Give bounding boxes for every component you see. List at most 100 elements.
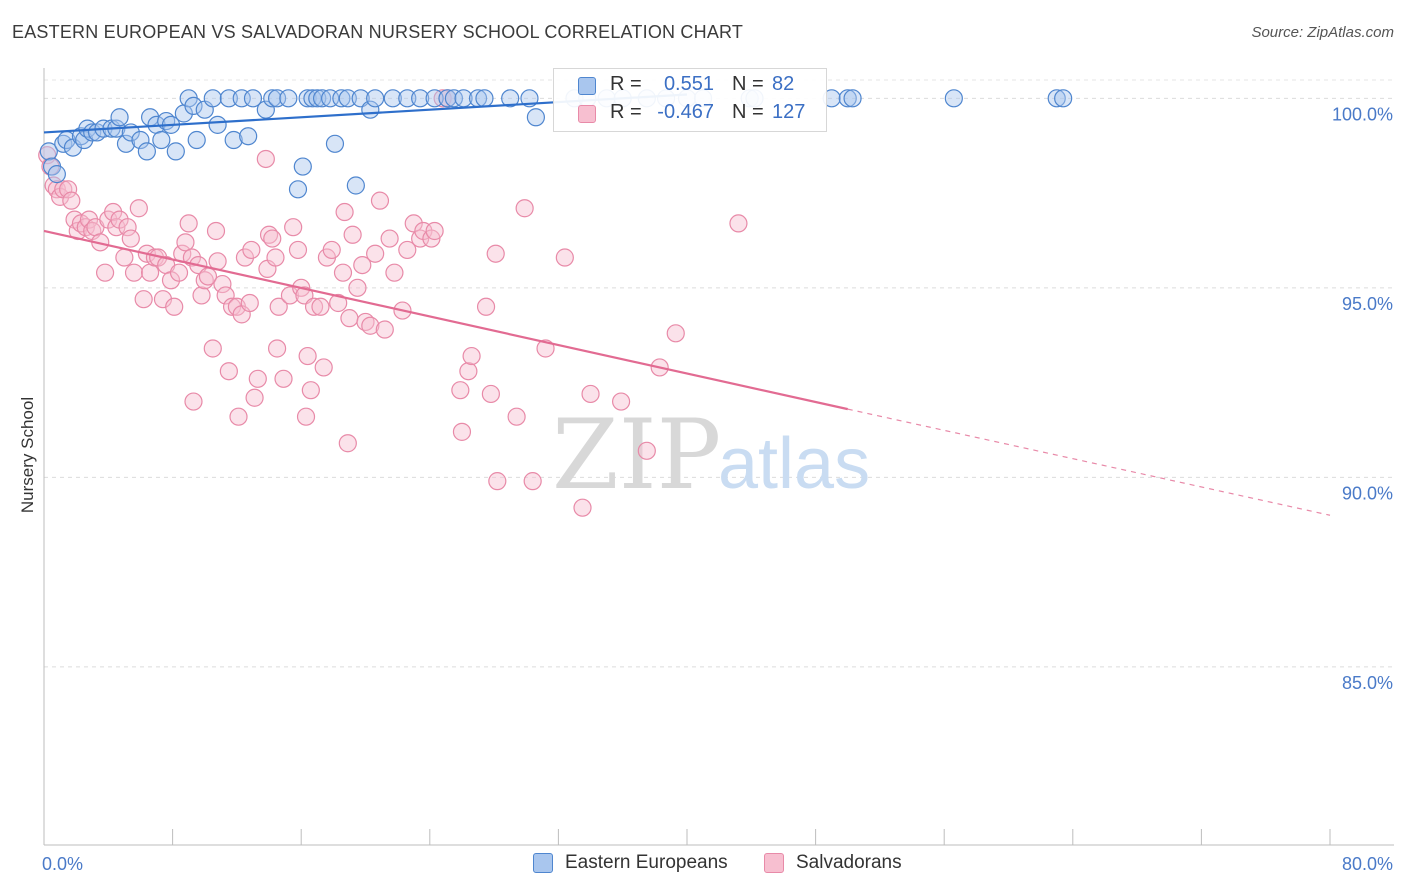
salvadoran-point <box>398 240 417 260</box>
eastern-point <box>411 89 430 108</box>
salvadoran-point <box>263 229 282 248</box>
salvadoran-point <box>229 407 248 426</box>
eastern-point <box>501 89 520 108</box>
salvadoran-point <box>380 229 399 248</box>
salvadoran-point <box>481 384 500 404</box>
eastern-point <box>187 130 206 150</box>
salvadoran-point <box>452 422 472 441</box>
eastern-point <box>293 157 312 176</box>
gridlines <box>44 79 1394 668</box>
salvadoran-point <box>404 214 423 233</box>
eastern-point <box>398 89 417 108</box>
salvadoran-point <box>476 297 496 316</box>
salvadoran-point <box>235 248 255 267</box>
salvadoran-point <box>729 214 748 233</box>
salvadoran-point <box>169 263 189 282</box>
salvadoran-point <box>459 362 478 381</box>
salvadoran-point <box>129 199 148 218</box>
eastern-point <box>152 130 171 150</box>
eastern-point <box>944 89 963 108</box>
salvadoran-point <box>179 214 198 233</box>
salvadoran-trend-extension <box>847 408 1331 516</box>
eastern-point <box>303 89 322 108</box>
eastern-point <box>1047 89 1066 108</box>
eastern-point <box>243 89 263 108</box>
eastern-swatch <box>578 77 596 95</box>
salvadoran-point <box>338 434 357 453</box>
salvadoran-point <box>206 221 226 241</box>
salvadoran-point <box>353 255 372 275</box>
n-label: N = <box>732 73 764 95</box>
salvadoran-point <box>216 286 235 305</box>
salvadoran-point <box>298 346 317 366</box>
n-label: N = <box>732 101 764 123</box>
eastern-point <box>166 142 185 161</box>
eastern-point <box>208 115 227 134</box>
eastern-point <box>298 89 317 108</box>
salvadoran-point <box>581 384 600 404</box>
eastern-point <box>224 130 243 150</box>
salvadoran-point <box>314 358 333 377</box>
eastern-point <box>332 89 351 108</box>
salvadoran-point <box>284 218 303 237</box>
salvadoran-point <box>95 263 115 282</box>
eastern-point <box>116 134 136 153</box>
eastern-point <box>39 142 58 161</box>
eastern-point <box>137 142 156 161</box>
salvadoran-point <box>335 202 354 222</box>
salvadoran-point <box>370 191 390 210</box>
eastern-point <box>203 89 222 108</box>
salvadoran-point <box>523 472 542 491</box>
eastern-point <box>263 89 282 108</box>
eastern-point <box>366 89 385 108</box>
salvadoran-point <box>245 388 264 407</box>
salvadoran-point <box>248 369 267 388</box>
salvadoran-point <box>288 240 308 260</box>
stats-box: R = 0.551 N = 82 R = -0.467 N = 127 <box>553 68 827 132</box>
r-value: -0.467 <box>657 101 714 123</box>
legend-swatch-salvadoran <box>764 853 784 873</box>
r-value: 0.551 <box>663 73 714 95</box>
salvadoran-point <box>222 297 242 316</box>
r-label: R = <box>610 101 642 123</box>
eastern-point <box>346 176 365 195</box>
salvadoran-point <box>462 346 481 366</box>
salvadoran-point <box>333 263 353 282</box>
legend-item-eastern[interactable]: Eastern Europeans <box>533 852 743 876</box>
salvadoran-point <box>274 369 293 388</box>
chart-title: EASTERN EUROPEAN VS SALVADORAN NURSERY S… <box>12 22 744 42</box>
y-tick-label: 95.0% <box>1342 294 1393 314</box>
r-label: R = <box>610 73 642 95</box>
eastern-point <box>383 89 402 108</box>
salvadoran-point <box>385 263 404 282</box>
eastern-point <box>475 89 494 108</box>
eastern-point <box>83 123 102 142</box>
salvadoran-point <box>104 202 123 222</box>
salvadoran-point <box>343 225 362 244</box>
salvadoran-point <box>515 199 534 218</box>
salvadoran-point <box>329 293 348 313</box>
salvadoran-point <box>311 297 330 316</box>
legend-label-salvadoran: Salvadorans <box>796 852 902 873</box>
salvadoran-point <box>118 218 137 237</box>
x-tick-label: 80.0% <box>1342 854 1393 874</box>
eastern-point <box>338 89 357 108</box>
salvadoran-point <box>666 324 685 343</box>
eastern-point <box>219 89 238 108</box>
salvadoran-point <box>296 407 316 426</box>
salvadoran-point <box>488 472 507 491</box>
x-tick-label: 0.0% <box>42 854 83 874</box>
salvadoran-point <box>165 297 184 316</box>
eastern-point <box>1054 89 1073 108</box>
salvadoran-point <box>322 240 341 260</box>
salvadoran-point <box>213 274 232 294</box>
salvadoran-point <box>348 278 367 297</box>
salvadoran-point <box>124 263 144 282</box>
n-value: 82 <box>772 73 795 95</box>
tick-labels: 100.0% 95.0% 90.0% 85.0% 0.0% 80.0% <box>42 104 1393 874</box>
salvadoran-point <box>375 320 394 339</box>
legend-item-salvadoran[interactable]: Salvadorans <box>764 852 924 876</box>
salvadoran-trend-line <box>43 229 848 411</box>
salvadoran-point <box>176 233 195 252</box>
salvadoran-point <box>267 339 287 358</box>
